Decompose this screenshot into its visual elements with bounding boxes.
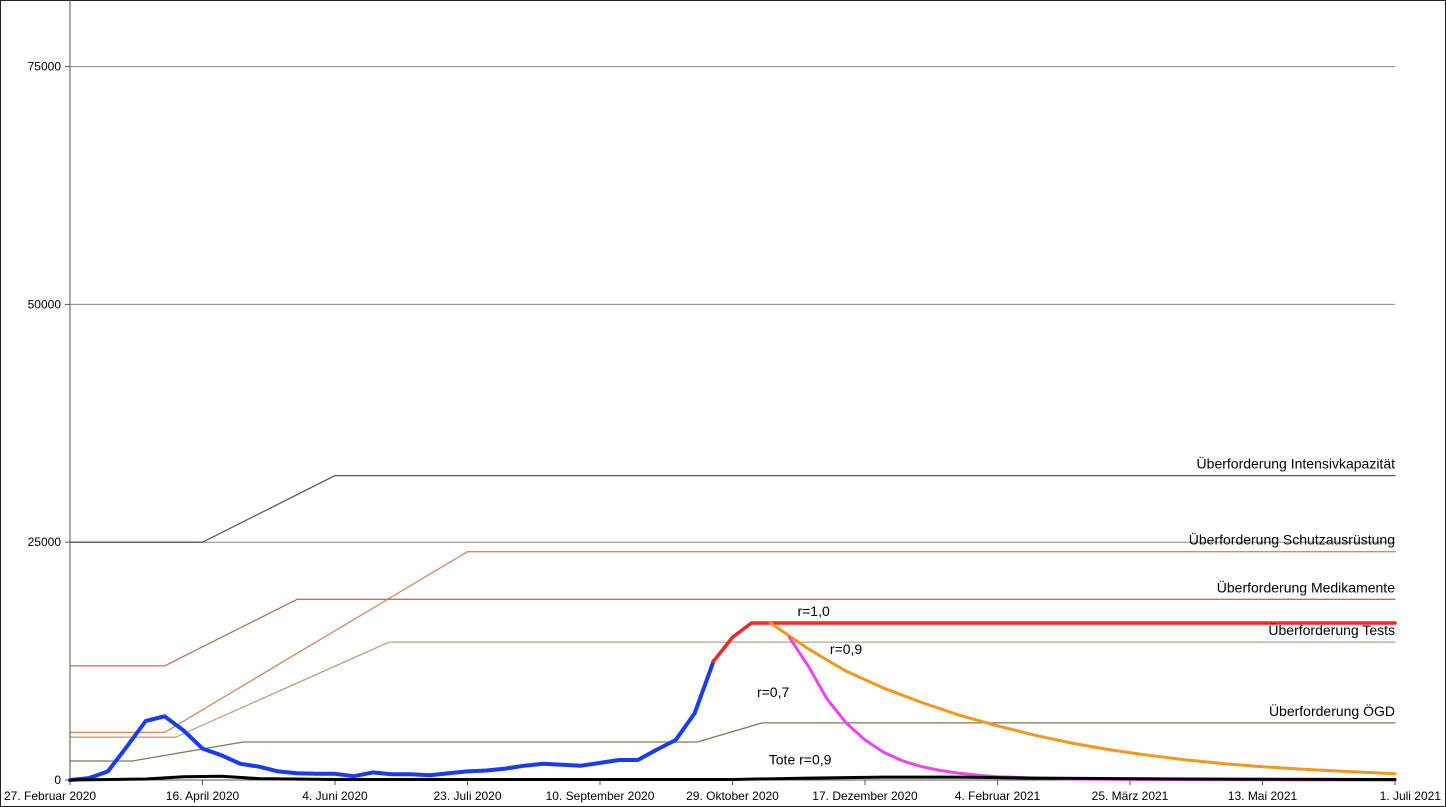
annotation-8: Tote r=0,9 — [769, 751, 832, 767]
series-line-6 — [711, 621, 1397, 663]
x-tick-label-4: 10. September 2020 — [546, 789, 655, 803]
x-tick-label-10: 1. Juli 2021 — [1380, 789, 1442, 803]
series-line-4 — [69, 722, 1396, 762]
annotations: Überforderung Intensivkapazität Überforde… — [757, 455, 1395, 768]
series-line-7 — [768, 621, 1397, 776]
x-tick-label-3: 23. Juli 2020 — [433, 789, 501, 803]
annotation-7: r=0,7 — [757, 684, 790, 700]
x-tick-label-9: 13. Mai 2021 — [1228, 789, 1298, 803]
series-line-5 — [68, 659, 716, 782]
annotation-1: Überforderung Schutzausrüstung — [1189, 531, 1395, 548]
annotation-0: Überforderung Intensivkapazität — [1197, 455, 1396, 472]
x-tick-label-1: 16. April 2020 — [166, 789, 240, 803]
x-axis-ticks: 27. Februar 2020 16. April 2020 4. Juni 20… — [4, 780, 1441, 803]
x-tick-label-0: 27. Februar 2020 — [4, 789, 96, 803]
x-tick-label-7: 4. Februar 2021 — [955, 789, 1041, 803]
series-lines — [68, 474, 1397, 782]
annotation-3: Überforderung Tests — [1268, 621, 1395, 638]
annotation-4: Überforderung ÖGD — [1269, 702, 1395, 719]
annotation-2: Überforderung Medikamente — [1217, 578, 1395, 595]
y-tick-label-2: 50000 — [28, 297, 62, 311]
series-line-3 — [69, 641, 1396, 738]
y-axis-ticks: 0 25000 50000 75000 — [28, 60, 70, 787]
x-tick-label-6: 17. Dezember 2020 — [812, 789, 918, 803]
y-tick-label-3: 75000 — [28, 60, 62, 74]
series-line-2 — [69, 598, 1396, 667]
series-line-0 — [69, 474, 1396, 543]
series-line-1 — [69, 551, 1396, 734]
x-tick-label-2: 4. Juni 2020 — [302, 789, 368, 803]
y-tick-label-0: 0 — [54, 773, 61, 787]
annotation-6: r=0,9 — [830, 641, 863, 657]
annotation-5: r=1,0 — [797, 603, 830, 619]
x-tick-label-8: 25. März 2021 — [1092, 789, 1169, 803]
y-tick-label-1: 25000 — [28, 535, 62, 549]
x-tick-label-5: 29. Oktober 2020 — [686, 789, 779, 803]
series-line-9 — [68, 774, 1397, 782]
